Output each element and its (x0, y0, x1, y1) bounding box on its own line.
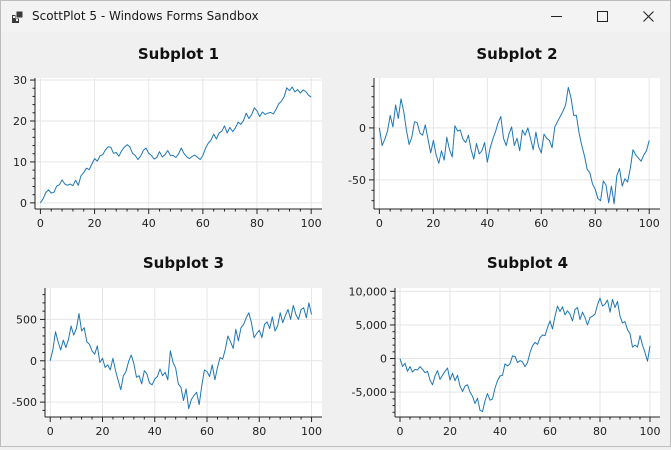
maximize-icon (597, 11, 608, 22)
subplot-1-ytick-label-2: 20 (13, 115, 27, 128)
subplot-1-ytick-label-3: 30 (13, 74, 27, 87)
subplot-4-ytick-label-1: 5,000 (356, 319, 388, 332)
subplot-3-xtick-label-1: 20 (95, 425, 109, 438)
subplot-1-xtick-label-2: 40 (142, 217, 156, 230)
subplot-3-xtick-label-3: 60 (200, 425, 214, 438)
subplot-3-data-area (45, 288, 322, 417)
subplot-3-title: Subplot 3 (143, 254, 224, 272)
subplot-4-title: Subplot 4 (487, 254, 568, 272)
plot-area: Subplot 1 0 20 40 60 80 100 0 10 20 30 Subplot 2 0 20… (1, 32, 671, 446)
subplot-4-data-area (395, 288, 660, 417)
maximize-button[interactable] (579, 1, 625, 32)
subplot-3-xtick-label-5: 100 (301, 425, 322, 438)
subplot-4-xtick-label-1: 20 (443, 425, 457, 438)
subplot-1-xtick-label-0: 0 (37, 217, 44, 230)
window-title: ScottPlot 5 - Windows Forms Sandbox (32, 9, 259, 23)
subplot-1-data-area (35, 78, 322, 209)
subplot-1-xtick-label-5: 100 (301, 217, 322, 230)
subplot-4-xtick-label-0: 0 (397, 425, 404, 438)
subplot-1-title: Subplot 1 (138, 45, 219, 63)
subplot-1-ytick-label-1: 10 (13, 156, 27, 169)
subplot-2-xtick-label-2: 40 (480, 217, 494, 230)
subplot-2-data-area (374, 78, 660, 209)
subplot-2-xtick-label-1: 20 (426, 217, 440, 230)
subplot-1-xtick-label-1: 20 (88, 217, 102, 230)
subplot-4-xtick-label-4: 80 (593, 425, 607, 438)
subplot-2-xtick-label-0: 0 (376, 217, 383, 230)
subplot-1-xtick-label-3: 60 (196, 217, 210, 230)
subplot-1-xtick-label-4: 80 (250, 217, 264, 230)
subplot-4-ytick-label-3: -5,000 (352, 386, 387, 399)
subplot-3-series-0-line (49, 302, 312, 410)
subplot-4-ytick-label-2: 0 (380, 353, 387, 366)
subplot-4-series-0-line (399, 297, 651, 413)
title-bar[interactable]: ScottPlot 5 - Windows Forms Sandbox (1, 1, 670, 32)
subplot-2-title: Subplot 2 (476, 45, 557, 63)
subplot-3-ytick-label-1: 0 (30, 355, 37, 368)
subplot-4-ytick-label-0: 10,000 (349, 285, 388, 298)
subplot-2-xtick-label-3: 60 (534, 217, 548, 230)
subplot-2-xtick-label-4: 80 (588, 217, 602, 230)
subplot-1-ytick-label-0: 0 (20, 197, 27, 210)
minimize-icon (551, 16, 562, 17)
subplot-3-ytick-label-0: 500 (16, 313, 37, 326)
subplot-2-series-0-line (378, 86, 650, 205)
close-button[interactable] (625, 1, 671, 32)
subplot-3-xtick-label-2: 40 (148, 425, 162, 438)
subplot-2-ytick-label-0: 0 (359, 122, 366, 135)
app-grid-icon (12, 10, 24, 23)
subplot-4-xtick-label-3: 60 (543, 425, 557, 438)
subplot-2-xtick-label-5: 100 (639, 217, 660, 230)
subplot-2-ytick-label-1: -50 (348, 174, 366, 187)
subplot-3-ytick-label-2: -500 (12, 396, 37, 409)
subplot-3-xtick-label-0: 0 (47, 425, 54, 438)
subplot-1-series-0-line (39, 86, 312, 204)
subplot-4-xtick-label-2: 40 (493, 425, 507, 438)
subplot-4-xtick-label-5: 100 (640, 425, 661, 438)
subplot-3-xtick-label-4: 80 (252, 425, 266, 438)
close-icon (643, 11, 654, 22)
minimize-button[interactable] (533, 1, 579, 32)
subplots-canvas[interactable]: Subplot 1 0 20 40 60 80 100 0 10 20 30 Subplot 2 0 20… (1, 32, 671, 446)
